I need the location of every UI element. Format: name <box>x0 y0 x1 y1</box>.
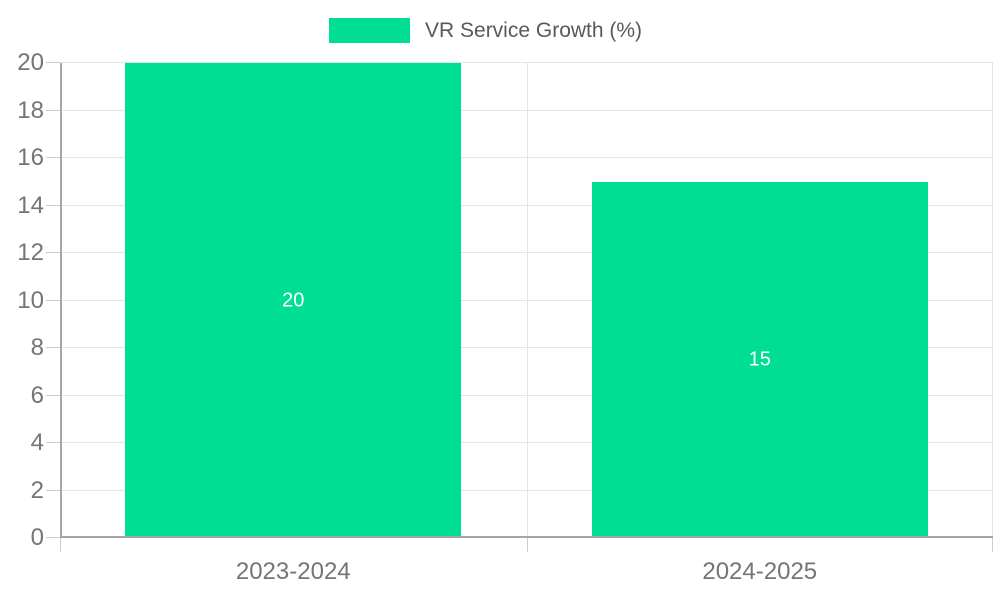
x-tick-label: 2024-2025 <box>702 558 818 585</box>
bar[interactable] <box>125 63 462 538</box>
y-axis-tick <box>46 489 60 491</box>
y-axis-tick <box>46 347 60 348</box>
y-tick-label: 14 <box>17 191 44 219</box>
y-axis-tick <box>46 394 60 396</box>
y-tick-label: 6 <box>30 381 44 409</box>
gridline-horizontal <box>60 394 993 396</box>
y-tick-label: 18 <box>17 96 44 124</box>
gridline-horizontal <box>60 157 993 158</box>
gridline-horizontal <box>60 109 993 111</box>
gridline-horizontal <box>60 299 993 301</box>
gridline-horizontal <box>60 204 993 206</box>
legend-swatch <box>329 18 410 43</box>
y-tick-label: 8 <box>30 334 44 361</box>
bar-value-label: 20 <box>282 289 305 311</box>
y-axis-tick <box>46 62 60 63</box>
y-axis-tick <box>46 537 60 538</box>
gridline-horizontal <box>60 62 993 63</box>
x-axis-tick <box>992 538 993 552</box>
legend-label: VR Service Growth (%) <box>425 19 643 42</box>
gridline-horizontal <box>60 252 993 253</box>
gridline-horizontal <box>60 442 993 443</box>
bar[interactable] <box>591 181 928 538</box>
y-axis-tick <box>46 109 60 111</box>
gridline-horizontal <box>60 489 993 491</box>
x-axis-tick <box>60 538 61 552</box>
bar-value-label: 15 <box>748 348 771 371</box>
plot-area: 20 15 <box>60 62 993 552</box>
y-tick-label: 20 <box>17 49 44 76</box>
y-tick-label: 12 <box>17 239 44 266</box>
y-tick-label: 2 <box>30 476 44 504</box>
x-axis-line <box>60 536 993 538</box>
gridline-vertical <box>527 63 528 538</box>
gridline-vertical <box>992 63 993 538</box>
y-axis-tick <box>46 204 60 206</box>
y-axis-tick <box>46 299 60 301</box>
y-axis-tick <box>46 157 60 158</box>
y-tick-label: 4 <box>30 429 44 456</box>
y-tick-label: 16 <box>17 144 44 171</box>
y-axis-tick <box>46 442 60 443</box>
y-axis-line <box>60 63 62 538</box>
x-tick-label: 2023-2024 <box>235 558 351 585</box>
y-axis-tick <box>46 252 60 253</box>
y-tick-label: 0 <box>30 524 44 551</box>
gridline-horizontal <box>60 347 993 348</box>
y-tick-label: 10 <box>17 286 44 314</box>
x-axis-tick <box>527 538 528 552</box>
legend[interactable]: VR Service Growth (%) <box>329 17 642 44</box>
